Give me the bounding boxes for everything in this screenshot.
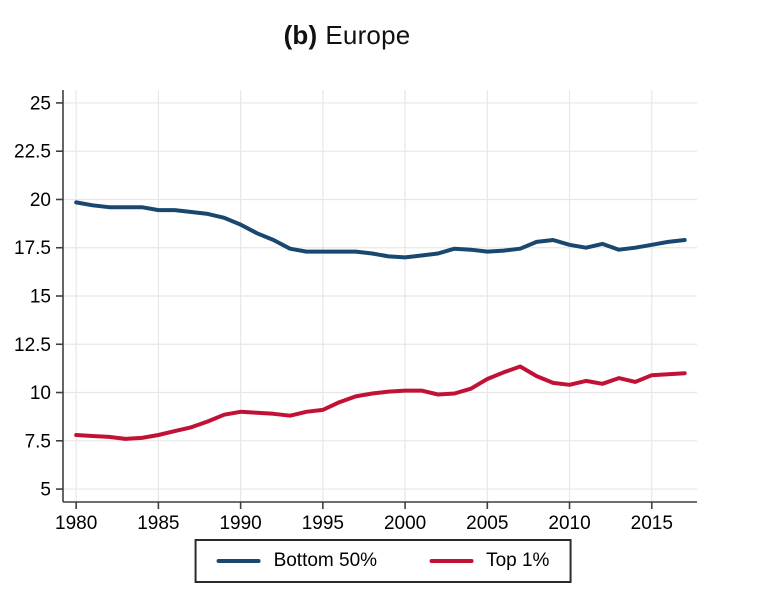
chart-title-text: Europe [325,20,411,50]
legend-label: Bottom 50% [273,550,378,571]
y-tick-label: 15 [30,287,51,308]
legend-label: Top 1% [486,550,550,571]
x-tick-label: 2015 [631,513,673,534]
chart-title-prefix: (b) [283,20,318,50]
legend-line-swatch [429,559,474,563]
y-tick-label: 10 [30,383,51,404]
y-tick-label: 17.5 [14,238,51,259]
y-tick-label: 22.5 [14,142,51,163]
x-tick-label: 1995 [302,513,344,534]
x-tick-label: 2000 [384,513,426,534]
y-tick-label: 5 [40,480,51,501]
y-tick-label: 20 [30,190,51,211]
series-line-bottom-50 [74,200,687,260]
x-tick-label: 2005 [466,513,508,534]
y-tick-label: 25 [30,93,51,114]
chart-legend: Bottom 50% Top 1% [194,539,572,583]
chart-title: (b) Europe [0,20,694,51]
y-tick-label: 12.5 [14,335,51,356]
x-tick-label: 1980 [55,513,97,534]
legend-item-top-1: Top 1% [429,550,549,572]
x-tick-label: 1985 [137,513,179,534]
legend-line-swatch [216,559,261,563]
x-tick-label: 1990 [219,513,261,534]
x-tick-label: 2010 [548,513,590,534]
legend-item-bottom-50: Bottom 50% [216,550,378,572]
series-line-top-1 [74,364,687,441]
y-tick-label: 7.5 [25,431,51,452]
